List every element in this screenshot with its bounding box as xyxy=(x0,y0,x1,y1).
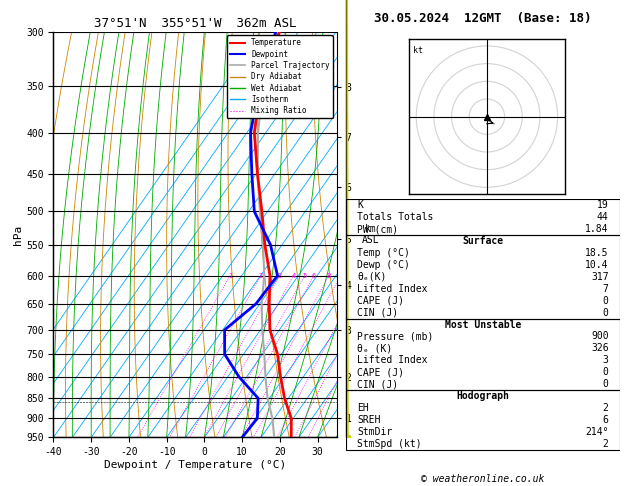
Text: 10: 10 xyxy=(337,273,345,279)
Bar xyxy=(346,318,620,390)
Text: Pressure (mb): Pressure (mb) xyxy=(357,331,433,342)
Text: 8: 8 xyxy=(326,273,331,279)
Text: 3: 3 xyxy=(277,273,282,279)
Text: 10.4: 10.4 xyxy=(585,260,609,270)
Text: 0: 0 xyxy=(603,379,609,389)
Text: 0: 0 xyxy=(603,367,609,377)
X-axis label: Dewpoint / Temperature (°C): Dewpoint / Temperature (°C) xyxy=(104,460,286,470)
Text: 2: 2 xyxy=(603,403,609,413)
Bar xyxy=(346,235,620,318)
Text: 317: 317 xyxy=(591,272,609,282)
Text: 18.5: 18.5 xyxy=(585,248,609,258)
Text: Temp (°C): Temp (°C) xyxy=(357,248,409,258)
Text: © weatheronline.co.uk: © weatheronline.co.uk xyxy=(421,473,545,484)
Text: kt: kt xyxy=(413,46,423,55)
Text: CAPE (J): CAPE (J) xyxy=(357,367,404,377)
Text: StmDir: StmDir xyxy=(357,427,392,437)
Text: 30.05.2024  12GMT  (Base: 18): 30.05.2024 12GMT (Base: 18) xyxy=(374,12,591,25)
Text: Most Unstable: Most Unstable xyxy=(445,319,521,330)
Text: θₑ (K): θₑ (K) xyxy=(357,344,392,353)
Text: EH: EH xyxy=(357,403,369,413)
Text: 6: 6 xyxy=(312,273,316,279)
Text: CIN (J): CIN (J) xyxy=(357,379,398,389)
Text: SREH: SREH xyxy=(357,415,381,425)
Text: 900: 900 xyxy=(591,331,609,342)
Text: 4: 4 xyxy=(291,273,296,279)
Y-axis label: hPa: hPa xyxy=(13,225,23,244)
Text: 6: 6 xyxy=(603,415,609,425)
Text: 1.84: 1.84 xyxy=(585,224,609,234)
Text: θₑ(K): θₑ(K) xyxy=(357,272,386,282)
Text: 214°: 214° xyxy=(585,427,609,437)
Text: 19: 19 xyxy=(597,200,609,210)
Text: 0: 0 xyxy=(603,295,609,306)
Y-axis label: km
ASL: km ASL xyxy=(362,224,380,245)
Text: CIN (J): CIN (J) xyxy=(357,308,398,317)
Text: Lifted Index: Lifted Index xyxy=(357,284,427,294)
Text: Totals Totals: Totals Totals xyxy=(357,212,433,222)
Text: CAPE (J): CAPE (J) xyxy=(357,295,404,306)
Text: 326: 326 xyxy=(591,344,609,353)
Text: StmSpd (kt): StmSpd (kt) xyxy=(357,439,421,449)
Bar xyxy=(346,390,620,450)
Title: 37°51'N  355°51'W  362m ASL: 37°51'N 355°51'W 362m ASL xyxy=(94,17,296,31)
Text: 3: 3 xyxy=(603,355,609,365)
Text: 0: 0 xyxy=(603,308,609,317)
Text: Lifted Index: Lifted Index xyxy=(357,355,427,365)
Text: PW (cm): PW (cm) xyxy=(357,224,398,234)
Bar xyxy=(346,199,620,235)
Text: K: K xyxy=(357,200,363,210)
Text: Dewp (°C): Dewp (°C) xyxy=(357,260,409,270)
Text: 5: 5 xyxy=(303,273,307,279)
Text: 2: 2 xyxy=(259,273,263,279)
Text: 44: 44 xyxy=(597,212,609,222)
Text: Hodograph: Hodograph xyxy=(456,391,509,401)
Legend: Temperature, Dewpoint, Parcel Trajectory, Dry Adiabat, Wet Adiabat, Isotherm, Mi: Temperature, Dewpoint, Parcel Trajectory… xyxy=(226,35,333,118)
Text: 7: 7 xyxy=(603,284,609,294)
Text: Surface: Surface xyxy=(462,236,503,246)
Text: 1: 1 xyxy=(228,273,232,279)
Text: 2: 2 xyxy=(603,439,609,449)
